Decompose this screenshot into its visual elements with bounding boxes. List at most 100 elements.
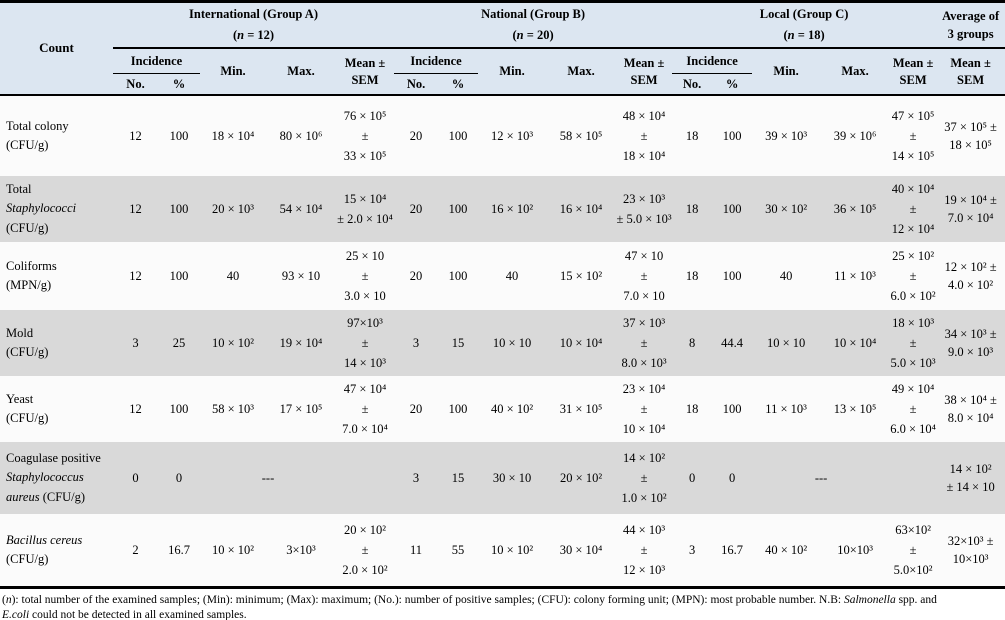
header-group-c: Local (Group C) (n = 18) bbox=[672, 1, 937, 49]
cell-no: 20 bbox=[409, 268, 423, 283]
cell-pct: 100 bbox=[448, 201, 468, 216]
cell-max: 30 × 10⁴ bbox=[559, 542, 603, 557]
cell-pct: 16.7 bbox=[168, 542, 190, 557]
group-a-n: (n = 12) bbox=[232, 28, 275, 42]
cell-pct: 25 bbox=[172, 335, 186, 350]
table-row-yeast: Yeast (CFU/g) 12 100 58 × 10³ 17 × 10⁵ 4… bbox=[0, 376, 1005, 442]
cell-no: 0 bbox=[688, 470, 696, 485]
cell-min: 30 × 10² bbox=[765, 201, 808, 216]
cell-max: 93 × 10 bbox=[281, 268, 321, 283]
header-incidence-b: Incidence bbox=[394, 48, 479, 74]
cell-max: 17 × 10⁵ bbox=[279, 401, 323, 416]
cell-not-detected: --- bbox=[814, 470, 828, 485]
cell-pct: 100 bbox=[169, 401, 189, 416]
header-min-b: Min. bbox=[478, 48, 547, 96]
cell-pct: 100 bbox=[169, 128, 189, 143]
header-mean-b: Mean ± SEM bbox=[616, 48, 673, 96]
cell-no: 18 bbox=[685, 401, 699, 416]
cell-mean-sem: 44 × 10³ ± 12 × 10³ bbox=[623, 523, 666, 577]
cell-mean-sem: 47 × 10⁵ ± 14 × 10⁵ bbox=[891, 109, 935, 163]
row-label: Coagulase positive Staphylococcus aureus… bbox=[6, 450, 101, 504]
header-incidence-c: Incidence bbox=[672, 48, 753, 74]
cell-min: 11 × 10³ bbox=[765, 401, 807, 416]
cell-no: 18 bbox=[685, 201, 699, 216]
cell-max: 58 × 10⁵ bbox=[559, 128, 603, 143]
cell-average: 34 × 10³ ± 9.0 × 10³ bbox=[944, 326, 997, 359]
cell-mean-sem: 49 × 10⁴ ± 6.0 × 10⁴ bbox=[890, 382, 936, 436]
header-group-b: National (Group B) (n = 20) bbox=[394, 1, 673, 49]
cell-max: 54 × 10⁴ bbox=[279, 201, 323, 216]
header-max-c: Max. bbox=[820, 48, 891, 96]
footnote: (n): total number of the examined sample… bbox=[0, 589, 1005, 620]
cell-mean-sem: 14 × 10² ± 1.0 × 10² bbox=[621, 451, 667, 505]
row-label: Yeast (CFU/g) bbox=[6, 391, 49, 425]
cell-max: 20 × 10² bbox=[560, 470, 603, 485]
cell-min: 16 × 10² bbox=[491, 201, 534, 216]
cell-average: 38 × 10⁴ ± 8.0 × 10⁴ bbox=[944, 392, 997, 425]
table-row-coliforms: Coliforms (MPN/g) 12 100 40 93 × 10 25 ×… bbox=[0, 242, 1005, 310]
cell-pct: 15 bbox=[451, 470, 465, 485]
cell-mean-sem: 48 × 10⁴ ± 18 × 10⁴ bbox=[622, 109, 666, 163]
cell-pct: 100 bbox=[448, 401, 468, 416]
cell-average: 12 × 10² ± 4.0 × 10² bbox=[944, 259, 997, 292]
row-label: Total colony (CFU/g) bbox=[6, 118, 69, 152]
table-row-total-colony: Total colony (CFU/g) 12 100 18 × 10⁴ 80 … bbox=[0, 95, 1005, 176]
header-mean-a: Mean ± SEM bbox=[336, 48, 395, 96]
cell-no: 12 bbox=[129, 201, 142, 216]
cell-pct: 100 bbox=[448, 268, 468, 283]
cell-mean-sem: 40 × 10⁴ ± 12 × 10⁴ bbox=[891, 182, 935, 236]
cell-min: 40 × 10² bbox=[491, 401, 534, 416]
cell-max: 10×10³ bbox=[837, 542, 873, 557]
cell-pct: 0 bbox=[728, 470, 736, 485]
cell-mean-sem: 23 × 10³ ± 5.0 × 10³ bbox=[616, 192, 672, 226]
cell-min: 40 × 10² bbox=[765, 542, 808, 557]
microbial-counts-table: Count International (Group A) (n = 12) N… bbox=[0, 0, 1005, 589]
cell-min: 18 × 10⁴ bbox=[211, 128, 255, 143]
cell-min: 30 × 10 bbox=[492, 470, 532, 485]
cell-pct: 100 bbox=[722, 201, 742, 216]
group-b-title: National (Group B) bbox=[481, 6, 586, 21]
cell-max: 15 × 10² bbox=[560, 268, 603, 283]
cell-pct: 55 bbox=[451, 542, 465, 557]
row-label: Total Staphylococci (CFU/g) bbox=[6, 181, 77, 235]
cell-min: 10 × 10² bbox=[211, 542, 255, 557]
cell-mean-sem: 15 × 10⁴ ± 2.0 × 10⁴ bbox=[337, 192, 393, 226]
group-c-title: Local (Group C) bbox=[759, 6, 849, 21]
header-no-b: No. bbox=[394, 73, 439, 96]
cell-max: 10 × 10⁴ bbox=[833, 335, 877, 350]
cell-pct: 15 bbox=[451, 335, 465, 350]
cell-no: 0 bbox=[132, 470, 139, 485]
cell-no: 12 bbox=[129, 268, 142, 283]
table-row-total-staphylococci: Total Staphylococci (CFU/g) 12 100 20 × … bbox=[0, 176, 1005, 242]
cell-no: 3 bbox=[412, 470, 420, 485]
cell-mean-sem: 25 × 10 ± 3.0 × 10 bbox=[344, 249, 386, 303]
cell-no: 20 bbox=[409, 401, 423, 416]
cell-min: 12 × 10³ bbox=[491, 128, 534, 143]
cell-max: 19 × 10⁴ bbox=[279, 335, 323, 350]
cell-no: 2 bbox=[132, 542, 139, 557]
cell-no: 20 bbox=[409, 201, 423, 216]
cell-max: 16 × 10⁴ bbox=[559, 201, 603, 216]
header-min-a: Min. bbox=[200, 48, 266, 96]
row-label: Bacillus cereus (CFU/g) bbox=[6, 532, 83, 566]
header-min-c: Min. bbox=[752, 48, 821, 96]
cell-pct: 16.7 bbox=[721, 542, 744, 557]
cell-pct: 100 bbox=[169, 268, 189, 283]
header-average: Average of 3 groups bbox=[936, 1, 1005, 49]
cell-pct: 100 bbox=[722, 401, 742, 416]
cell-average: 14 × 10² ± 14 × 10 bbox=[946, 461, 995, 494]
header-pct-c: % bbox=[712, 73, 753, 96]
cell-pct: 100 bbox=[448, 128, 468, 143]
footnote-line1: (n): total number of the examined sample… bbox=[2, 594, 937, 606]
cell-max: 3×10³ bbox=[286, 542, 316, 557]
header-no-c: No. bbox=[672, 73, 713, 96]
cell-mean-sem: 18 × 10³ ± 5.0 × 10³ bbox=[890, 316, 936, 370]
cell-min: 10 × 10² bbox=[491, 542, 534, 557]
cell-min: 10 × 10 bbox=[492, 335, 532, 350]
header-max-a: Max. bbox=[266, 48, 336, 96]
cell-pct: 0 bbox=[175, 470, 183, 485]
cell-mean-sem: 47 × 10⁴ ± 7.0 × 10⁴ bbox=[342, 382, 388, 436]
cell-mean-sem bbox=[336, 442, 394, 514]
cell-min: 40 bbox=[226, 268, 240, 283]
